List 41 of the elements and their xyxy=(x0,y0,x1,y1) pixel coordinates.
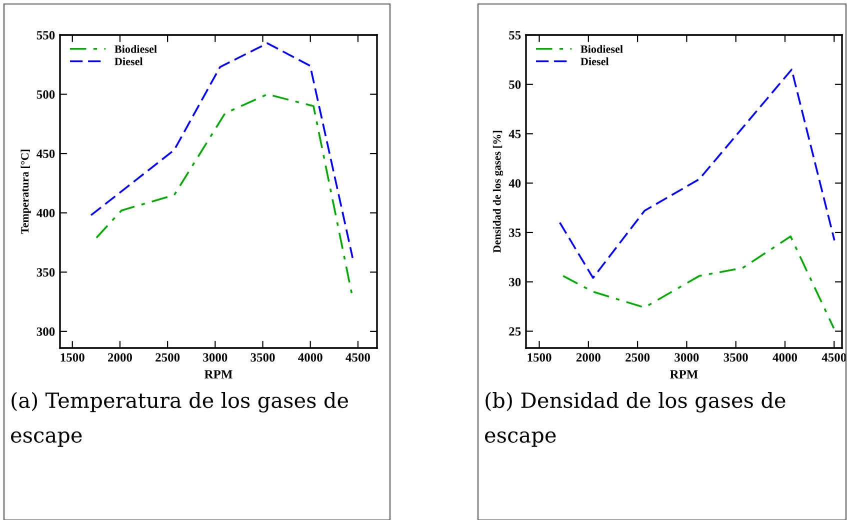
legend-label: Biodiesel xyxy=(580,45,623,53)
line-series xyxy=(562,236,835,330)
y-tick-label: 50 xyxy=(509,80,521,89)
x-tick-label: 1500 xyxy=(528,353,552,362)
line-series xyxy=(558,68,836,279)
x-tick-label: 1500 xyxy=(60,353,84,362)
text: (a) Temperatura de los gases de escape xyxy=(11,392,348,447)
x-tick-label: 2000 xyxy=(108,353,132,362)
x-tick-label: 4000 xyxy=(772,353,798,362)
x-tick-label: 3500 xyxy=(250,353,275,362)
y-tick-label: 450 xyxy=(36,150,55,158)
y-tick-label: 25 xyxy=(509,327,521,336)
y-tick-label: 45 xyxy=(508,130,521,138)
line-series xyxy=(96,93,353,296)
y-tick-label: 35 xyxy=(509,228,521,237)
y-tick-label: 350 xyxy=(36,268,55,277)
y-tick-label: 30 xyxy=(509,278,521,286)
x-tick-label: 3500 xyxy=(724,353,748,362)
legend-label: Biodiesel xyxy=(114,45,157,53)
x-tick-label: 3000 xyxy=(203,353,228,362)
y-tick-label: 40 xyxy=(508,179,521,188)
x-axis-title: RPM xyxy=(670,370,698,378)
x-tick-label: 4500 xyxy=(346,353,370,362)
y-tick-label: 550 xyxy=(36,31,55,40)
y-axis-title: Densidad de los gases [%] xyxy=(492,130,504,253)
x-tick-label: 4500 xyxy=(822,353,846,362)
x-tick-label: 2500 xyxy=(156,353,180,362)
y-tick-label: 400 xyxy=(36,208,55,218)
y-tick-label: 55 xyxy=(509,31,521,40)
line-series xyxy=(90,42,354,259)
x-tick-label: 2000 xyxy=(576,353,600,362)
y-tick-label: 300 xyxy=(36,327,55,336)
legend-label: Diesel xyxy=(580,57,609,66)
text: (b) Densidad de los gases de escape xyxy=(485,392,786,447)
y-axis-title: Temperatura [°C] xyxy=(20,150,31,234)
y-tick-label: 500 xyxy=(36,90,55,99)
x-axis-title: RPM xyxy=(204,370,232,378)
x-tick-label: 2500 xyxy=(626,353,650,362)
legend-label: Diesel xyxy=(114,57,143,66)
x-tick-label: 4000 xyxy=(298,353,322,362)
x-tick-label: 3000 xyxy=(674,353,699,362)
